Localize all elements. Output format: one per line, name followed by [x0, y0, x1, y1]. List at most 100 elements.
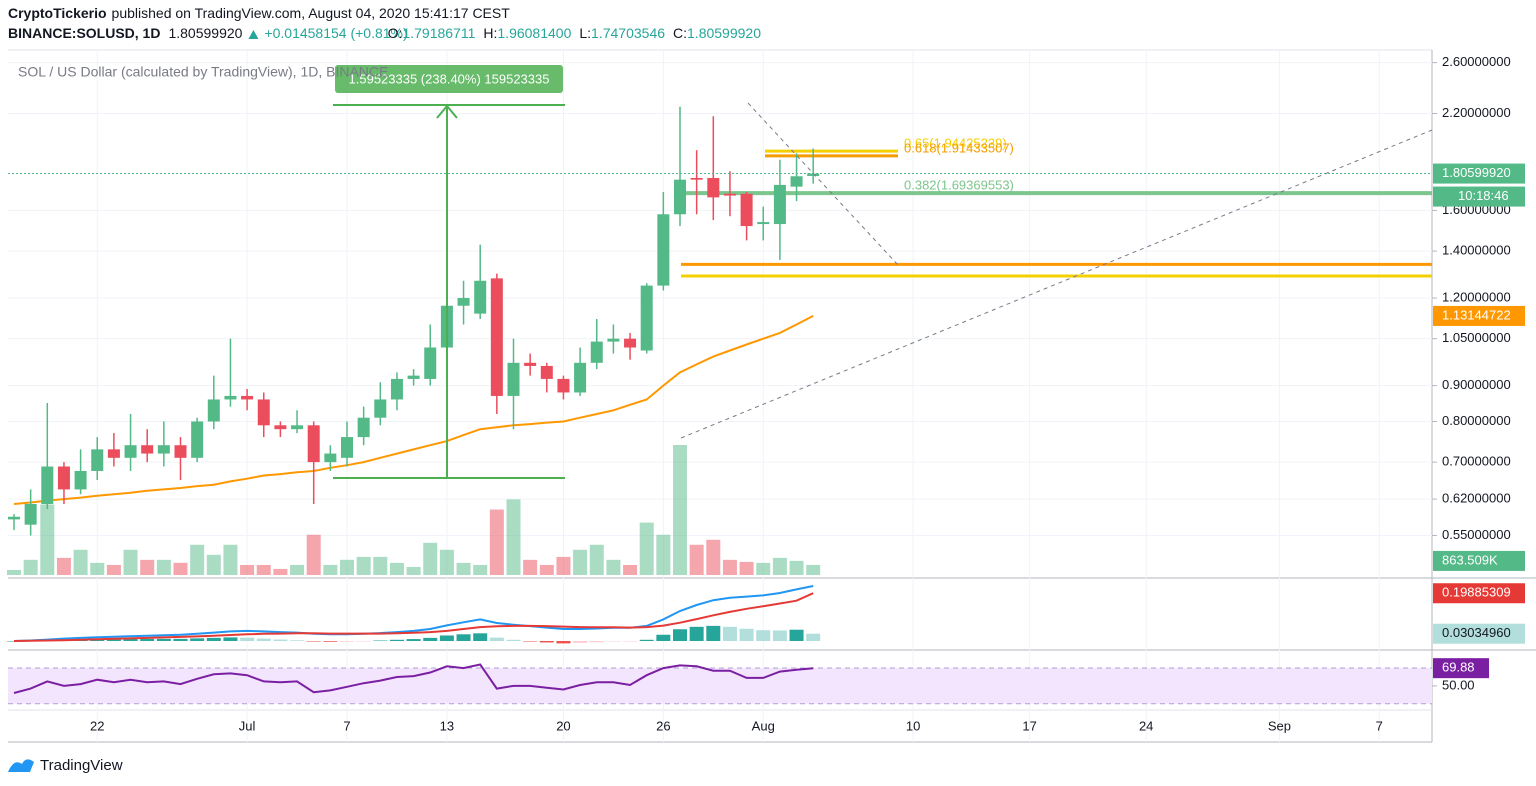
- last-price-label-box: [1433, 163, 1525, 184]
- macd-histogram-bar: [223, 637, 238, 641]
- macd-histogram-bar: [423, 637, 438, 641]
- ma-label: 1.13144722: [1442, 307, 1511, 322]
- macd-histogram-bar: [156, 638, 171, 641]
- volume-bar: [356, 556, 371, 575]
- ohlc-group: O:1.79186711 H:1.96081400 L:1.74703546 C:1.…: [248, 25, 761, 41]
- macd-histogram-bar: [756, 630, 771, 641]
- candle-body: [341, 437, 353, 458]
- macd-histogram-bar: [639, 639, 654, 641]
- macd-histogram-bar: [290, 640, 305, 641]
- hist-label: 0.03034960: [1442, 625, 1511, 640]
- countdown-box: [1433, 186, 1525, 207]
- macd-histogram-bar: [456, 634, 471, 641]
- candle-body: [8, 516, 20, 520]
- signal-label: 0.19885309: [1442, 585, 1511, 600]
- candle-body: [807, 173, 820, 176]
- x-tick-label: 22: [90, 718, 104, 733]
- y-tick-label: 1.05000000: [1442, 330, 1511, 345]
- author: CryptoTickerio: [8, 5, 107, 21]
- volume-bar: [240, 564, 255, 575]
- chart-title: SOL / US Dollar (calculated by TradingVi…: [18, 64, 388, 80]
- macd-histogram-bar: [306, 641, 321, 642]
- level-label: 0.65(1.94425239): [904, 136, 1007, 151]
- volume-bar: [772, 557, 787, 575]
- macd-histogram-bar: [323, 641, 338, 642]
- volume-bar: [606, 559, 621, 575]
- candle-body: [390, 378, 403, 400]
- volume-bar: [673, 445, 687, 575]
- level-label: 0.382(1.69369553): [904, 178, 1014, 193]
- macd-histogram-bar: [806, 633, 821, 641]
- macd-histogram-bar: [656, 634, 671, 641]
- x-tick-label: 26: [656, 718, 670, 733]
- volume-bar: [656, 534, 671, 575]
- macd-histogram-bar: [389, 639, 404, 641]
- candle-body: [41, 466, 54, 505]
- macd-histogram-bar: [673, 629, 687, 641]
- plot: 0.65(1.94425239)0.618(1.91433507) 0.382(1…: [7, 106, 1525, 705]
- ma-label-box: [1433, 305, 1525, 326]
- ohlc-value: 1.80599920: [687, 25, 761, 41]
- macd-histogram-bar: [439, 635, 454, 641]
- candle-body: [723, 193, 736, 196]
- volume-bar: [256, 564, 271, 575]
- volume-bar: [190, 544, 205, 575]
- volume-bar: [206, 554, 221, 575]
- candle-body: [457, 298, 470, 306]
- volume-bar: [789, 560, 804, 575]
- volume-bar: [40, 504, 55, 575]
- volume-bar: [273, 568, 288, 575]
- macd-histogram-bar: [539, 641, 554, 643]
- x-tick-label: 10: [906, 718, 920, 733]
- candle-body: [690, 177, 703, 180]
- volume-bar: [23, 559, 38, 575]
- x-tick-label: 7: [343, 718, 350, 733]
- candle-body: [540, 365, 553, 379]
- candle-body: [191, 421, 204, 458]
- macd-histogram-bar: [340, 641, 354, 642]
- x-tick-label: 13: [440, 718, 454, 733]
- macd-histogram-bar: [7, 641, 21, 642]
- macd-histogram-bar: [772, 630, 787, 641]
- macd-histogram-bar: [506, 639, 521, 641]
- macd-histogram-bar: [689, 626, 704, 641]
- volume-bar: [140, 559, 155, 575]
- candle-body: [241, 395, 254, 400]
- macd-histogram-bar: [256, 638, 271, 641]
- volume-bar: [756, 562, 771, 575]
- candle-body: [174, 445, 187, 458]
- macd-line: [13, 585, 814, 642]
- signal-line: [13, 592, 814, 642]
- y-tick-label: 1.40000000: [1442, 243, 1511, 258]
- volume-bar: [7, 569, 21, 575]
- candle-body: [141, 445, 154, 454]
- candle-body: [324, 453, 337, 463]
- candle-body: [224, 395, 237, 400]
- byline: published on TradingView.com, August 04,…: [112, 5, 511, 21]
- volume-bar: [706, 539, 721, 575]
- last-price: 1.80599920: [168, 25, 242, 41]
- macd-histogram-bar: [373, 640, 388, 642]
- up-arrow-icon: [248, 30, 259, 39]
- volume-bar: [290, 564, 305, 575]
- macd-histogram-bar: [623, 641, 638, 642]
- candle-body: [74, 470, 87, 490]
- header-line: CryptoTickerio published on TradingView.c…: [8, 5, 510, 21]
- x-tick-label: 24: [1139, 718, 1153, 733]
- volume-bar: [639, 522, 654, 575]
- ohlc-value: 1.96081400: [497, 25, 571, 41]
- y-tick-label: 0.70000000: [1442, 454, 1511, 469]
- volume-bar: [439, 549, 454, 575]
- ohlc-item: H:1.96081400: [483, 25, 571, 41]
- macd-histogram-bar: [240, 637, 255, 641]
- y-tick-label: 2.20000000: [1442, 105, 1511, 120]
- candle-body: [740, 193, 753, 227]
- last-price-label: 1.80599920: [1442, 165, 1511, 180]
- candle-body: [590, 341, 603, 363]
- volume-bar: [689, 544, 704, 575]
- macd-histogram-bar: [556, 641, 571, 644]
- volume-bar: [473, 564, 488, 575]
- macd-histogram-bar: [473, 633, 488, 641]
- macd-histogram-bar: [406, 639, 421, 641]
